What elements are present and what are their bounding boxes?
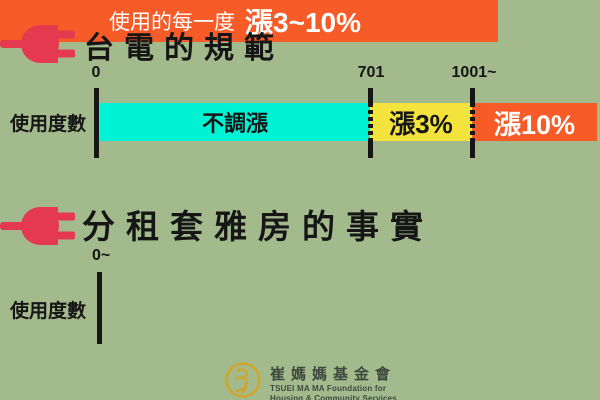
segment-increase-3pct: 漲3% (370, 103, 472, 141)
tick-segment (368, 141, 373, 158)
y-axis-label-reality: 使用度數 (10, 300, 87, 322)
tick-label-0: 0 (91, 64, 101, 81)
tick-segment (470, 141, 475, 158)
tick-dashed-segment (470, 103, 475, 141)
bar-text-emphasis: 漲3~10% (245, 7, 361, 38)
taipower-section-title: 台電的規範 (84, 32, 284, 65)
axis-tick-0-reality (97, 272, 102, 344)
y-axis-label-taipower: 使用度數 (10, 113, 87, 135)
org-subtitle-line1: TSUEI MA MA Foundation for (270, 384, 387, 393)
power-plug-icon (0, 207, 75, 245)
tick-label-1001: 1001~ (451, 64, 497, 81)
tick-label-0-reality: 0~ (92, 247, 111, 264)
usage-bar-taipower: 不調漲 漲3% 漲10% (100, 103, 597, 141)
org-subtitle-line2: Housing & Community Services (270, 394, 397, 400)
axis-tick-1001 (470, 88, 475, 158)
usage-bar-reality: 使用的每一度 漲3~10% (0, 0, 498, 42)
tick-dashed-segment (368, 103, 373, 141)
tick-segment (368, 88, 373, 103)
segment-no-increase: 不調漲 (100, 103, 370, 141)
tick-label-701: 701 (357, 64, 385, 81)
footer-logo: 崔媽媽基金會 TSUEI MA MA Foundation for Housin… (224, 361, 397, 400)
footer-logo-text: 崔媽媽基金會 TSUEI MA MA Foundation for Housin… (270, 361, 397, 400)
segment-increase-10pct: 漲10% (472, 103, 597, 141)
bar-text-prefix: 使用的每一度 (109, 11, 236, 34)
reality-section-title: 分租套雅房的事實 (82, 208, 434, 245)
axis-tick-701 (368, 88, 373, 158)
tick-segment (470, 88, 475, 103)
org-name: 崔媽媽基金會 (270, 366, 397, 383)
power-plug-icon (0, 25, 75, 63)
axis-tick-0 (94, 88, 99, 158)
tsuei-ma-ma-logo-icon (225, 362, 261, 398)
